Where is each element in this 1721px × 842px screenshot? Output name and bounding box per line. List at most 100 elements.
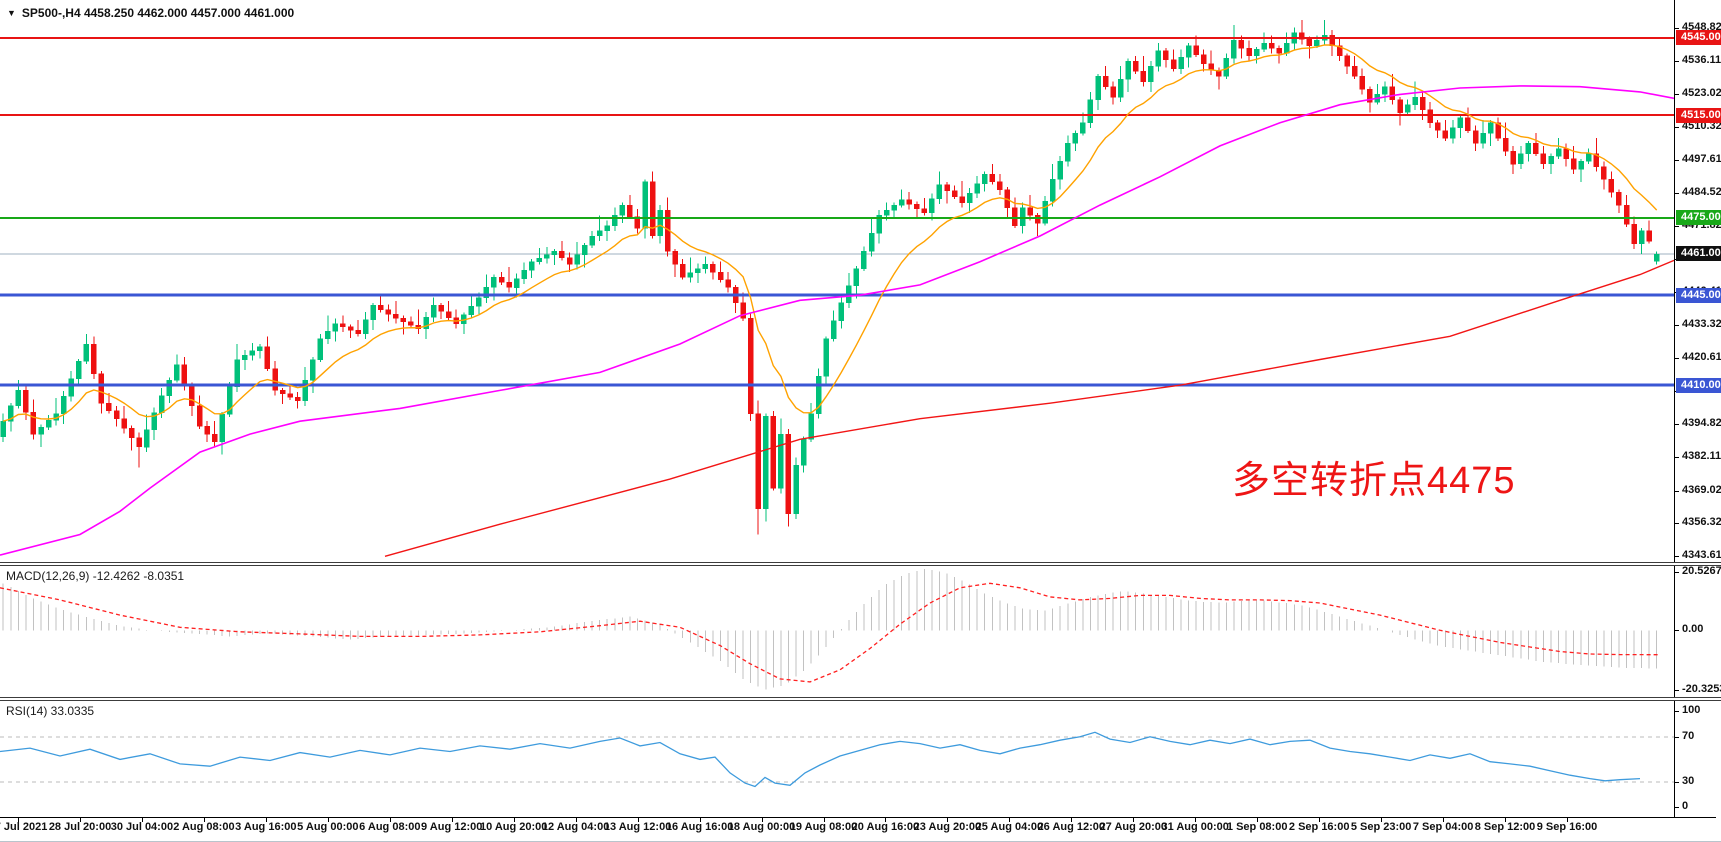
macd-histogram bbox=[2, 568, 1658, 690]
pane-splitter-rsi[interactable] bbox=[0, 697, 1721, 701]
candle-body bbox=[989, 173, 996, 183]
macd-indicator-pane[interactable] bbox=[0, 566, 1674, 697]
candle-body bbox=[815, 375, 822, 414]
candle-body bbox=[340, 323, 346, 328]
candle-body bbox=[959, 196, 965, 203]
price-tick-label: 4394.820 bbox=[1682, 417, 1721, 430]
time-label: 5 Aug 00:00 bbox=[297, 821, 359, 833]
time-axis-tick bbox=[203, 817, 205, 822]
candle-body bbox=[1253, 49, 1260, 57]
candle-body bbox=[740, 302, 746, 319]
candle-body bbox=[1389, 86, 1396, 100]
pivot-annotation-text: 多空转折点4475 bbox=[1232, 460, 1516, 502]
candle-body bbox=[242, 354, 248, 360]
candle-body bbox=[257, 346, 263, 352]
price-tick-label: 4433.320 bbox=[1682, 318, 1721, 331]
time-axis-line bbox=[0, 817, 1716, 818]
time-label: 2 Aug 08:00 bbox=[173, 821, 235, 833]
candle-body bbox=[755, 413, 761, 509]
level-price-badge: 4445.000 bbox=[1676, 287, 1721, 303]
candle-body bbox=[1601, 166, 1607, 180]
time-axis-tick bbox=[1133, 817, 1135, 822]
candle-body bbox=[1495, 122, 1501, 139]
candle-body bbox=[75, 361, 82, 380]
candle-body bbox=[551, 251, 558, 256]
rsi-scale-label: 30 bbox=[1682, 774, 1695, 787]
candle-body bbox=[166, 379, 173, 396]
time-axis-tick bbox=[1319, 817, 1321, 822]
macd-scale-label: -20.3253 bbox=[1682, 683, 1721, 695]
symbol-ohlc-label: SP500-,H4 4458.250 4462.000 4457.000 446… bbox=[21, 6, 295, 20]
candle-body bbox=[189, 384, 195, 407]
price-axis-tick bbox=[1675, 690, 1679, 691]
candle-body bbox=[1299, 32, 1305, 40]
rsi-indicator-label: RSI(14) 33.0335 bbox=[6, 704, 95, 718]
price-axis-tick bbox=[1675, 572, 1679, 573]
price-axis[interactable]: 4548.820 4536.115 4523.025 4510.320 4497.615… bbox=[1674, 0, 1721, 817]
candle-body bbox=[997, 181, 1003, 190]
candle-body bbox=[1351, 65, 1358, 77]
candle-body bbox=[1412, 96, 1418, 105]
time-axis-tick bbox=[1257, 817, 1259, 822]
price-axis-tick bbox=[1675, 357, 1679, 359]
level-price-badge: 4515.000 bbox=[1676, 107, 1721, 123]
time-label: 1 Sep 08:00 bbox=[1226, 821, 1288, 833]
candle-body bbox=[400, 318, 407, 322]
candle-body bbox=[325, 330, 331, 340]
price-tick-label: 4369.025 bbox=[1682, 483, 1721, 496]
candle-body bbox=[1170, 59, 1177, 69]
time-label: 18 Aug 00:00 bbox=[727, 821, 796, 833]
price-tick-label: 4382.115 bbox=[1682, 449, 1721, 462]
pane-splitter-macd[interactable] bbox=[0, 562, 1721, 566]
chart-dropdown-caret-icon[interactable]: ▼ bbox=[7, 8, 16, 18]
candle-body bbox=[1185, 45, 1192, 58]
candle-body bbox=[1563, 148, 1569, 160]
candle-body bbox=[143, 429, 150, 448]
candle-body bbox=[1510, 150, 1516, 165]
time-axis-tick bbox=[451, 817, 453, 822]
time-label: 2 Sep 16:00 bbox=[1288, 821, 1350, 833]
candle-body bbox=[38, 426, 44, 435]
candle-body bbox=[1095, 76, 1101, 100]
candle-body bbox=[876, 215, 882, 234]
candle-body bbox=[1049, 179, 1056, 202]
time-axis-tick bbox=[141, 817, 143, 822]
time-axis-tick bbox=[575, 817, 577, 822]
candle-body bbox=[370, 305, 376, 320]
candle-body bbox=[476, 297, 482, 307]
price-tick-label: 4523.025 bbox=[1682, 87, 1721, 100]
candle-body bbox=[1419, 96, 1426, 111]
current-price-badge: 4461.000 bbox=[1676, 246, 1721, 262]
price-tick-label: 4510.320 bbox=[1682, 120, 1721, 133]
candle-body bbox=[317, 338, 324, 360]
candle-body bbox=[287, 393, 293, 398]
candle-body bbox=[853, 268, 860, 287]
price-axis-tick bbox=[1675, 193, 1679, 195]
candle-body bbox=[1306, 38, 1313, 46]
candlestick-chart-pane[interactable] bbox=[0, 0, 1674, 562]
candle-body bbox=[1268, 42, 1275, 49]
price-axis-tick bbox=[1675, 27, 1679, 29]
candle-body bbox=[1382, 86, 1388, 95]
rsi-indicator-pane[interactable] bbox=[0, 701, 1674, 817]
candle-body bbox=[891, 204, 897, 211]
candle-body bbox=[45, 420, 52, 428]
time-axis-tick bbox=[18, 817, 19, 822]
candle-body bbox=[513, 278, 520, 288]
time-axis-tick bbox=[885, 817, 887, 822]
candle-body bbox=[1585, 153, 1592, 162]
candle-body bbox=[974, 183, 980, 194]
macd-scale-label: 20.5267 bbox=[1682, 565, 1721, 577]
candle-body bbox=[521, 270, 527, 280]
candle-body bbox=[385, 309, 392, 315]
candle-body bbox=[219, 414, 225, 443]
time-axis-tick bbox=[761, 817, 763, 822]
candle-body bbox=[898, 199, 905, 206]
candle-body bbox=[310, 359, 316, 381]
candle-body bbox=[393, 313, 399, 319]
candle-body bbox=[1193, 45, 1199, 55]
candle-body bbox=[1525, 143, 1532, 154]
candle-body bbox=[430, 305, 437, 318]
candle-body bbox=[1487, 122, 1494, 134]
